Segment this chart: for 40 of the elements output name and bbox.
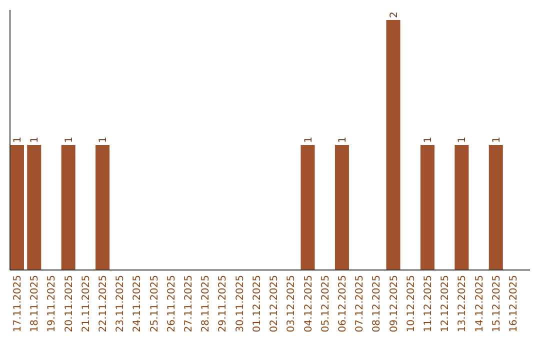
x-tick-label: 15.12.2025 (491, 275, 502, 332)
x-tick-label: 04.12.2025 (303, 275, 314, 332)
data-label: 2 (388, 12, 400, 18)
x-tick-label: 23.11.2025 (115, 275, 126, 332)
x-tick-label: 26.11.2025 (166, 275, 178, 332)
x-tick-label: 11.12.2025 (422, 275, 434, 332)
x-tick-label: 19.11.2025 (46, 275, 58, 332)
x-tick-label: 09.12.2025 (388, 275, 400, 332)
data-label: 1 (457, 136, 468, 143)
x-tick-label: 06.12.2025 (337, 275, 348, 332)
x-tick-label: 29.11.2025 (218, 275, 229, 332)
data-label: 1 (491, 136, 502, 143)
data-label: 1 (337, 136, 348, 143)
x-tick-label: 17.11.2025 (12, 275, 24, 332)
data-label: 1 (303, 136, 314, 143)
x-tick-label: 30.11.2025 (234, 275, 246, 332)
x-tick-label: 02.12.2025 (269, 275, 280, 332)
data-label: 1 (12, 136, 24, 143)
x-tick-label: 05.12.2025 (320, 275, 332, 332)
x-tick-label: 01.12.2025 (252, 275, 263, 332)
x-tick-label: 16.12.2025 (508, 275, 520, 332)
x-tick-label: 12.12.2025 (440, 275, 452, 332)
x-tick-label: 20.11.2025 (64, 275, 75, 332)
data-label: 1 (30, 136, 41, 143)
data-label: 1 (98, 136, 110, 143)
x-tick-label: 22.11.2025 (98, 275, 110, 332)
x-tick-label: 08.12.2025 (372, 275, 383, 332)
x-tick-label: 25.11.2025 (149, 275, 160, 332)
x-tick-label: 28.11.2025 (200, 275, 212, 332)
x-tick-label: 03.12.2025 (286, 275, 298, 332)
x-tick-label: 07.12.2025 (354, 275, 366, 332)
x-tick-label: 13.12.2025 (457, 275, 468, 332)
x-tick-label: 27.11.2025 (184, 275, 195, 332)
data-label: 1 (64, 136, 75, 143)
x-tick-label: 14.12.2025 (474, 275, 486, 332)
data-label: 1 (422, 136, 434, 143)
x-tick-label: 21.11.2025 (80, 275, 92, 332)
x-tick-label: 10.12.2025 (406, 275, 417, 332)
x-tick-label: 18.11.2025 (30, 275, 41, 332)
x-tick-label: 24.11.2025 (132, 275, 144, 332)
